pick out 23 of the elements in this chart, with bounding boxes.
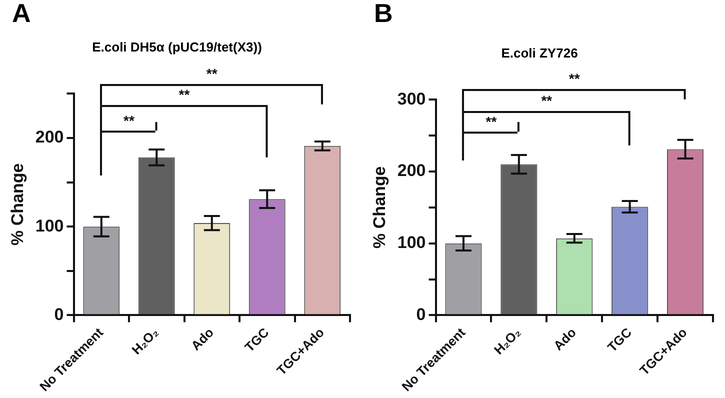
x-tick-label: TGC bbox=[604, 324, 635, 355]
annotation: ** bbox=[124, 112, 136, 128]
y-tick-label: 200 bbox=[397, 161, 426, 180]
x-tick-label: TGC bbox=[242, 324, 272, 355]
annotation: ** bbox=[541, 92, 553, 108]
text: ** bbox=[568, 70, 580, 86]
y-axis-title: % Change bbox=[370, 166, 389, 249]
chart-title: E.coli ZY726 bbox=[501, 45, 578, 60]
y-tick-label: 100 bbox=[397, 233, 426, 252]
y-tick-label: 200 bbox=[35, 128, 64, 147]
annotation: ** bbox=[486, 113, 498, 130]
chart-title: E.coli DH5α (pUC19/tet(X3)) bbox=[92, 39, 262, 54]
x-tick-label: Ado bbox=[188, 324, 217, 354]
annotation: ** bbox=[178, 86, 190, 102]
y-tick-label: 100 bbox=[35, 216, 64, 236]
y-tick-label: 300 bbox=[397, 89, 426, 108]
x-tick-label: Ado bbox=[550, 324, 580, 354]
y-tick-label: 0 bbox=[54, 304, 64, 324]
y-tick-label: 0 bbox=[416, 304, 426, 324]
text: ** bbox=[206, 65, 218, 82]
y-axis-title: % Change bbox=[8, 163, 27, 246]
text: B bbox=[374, 0, 393, 28]
text: A bbox=[12, 0, 31, 28]
